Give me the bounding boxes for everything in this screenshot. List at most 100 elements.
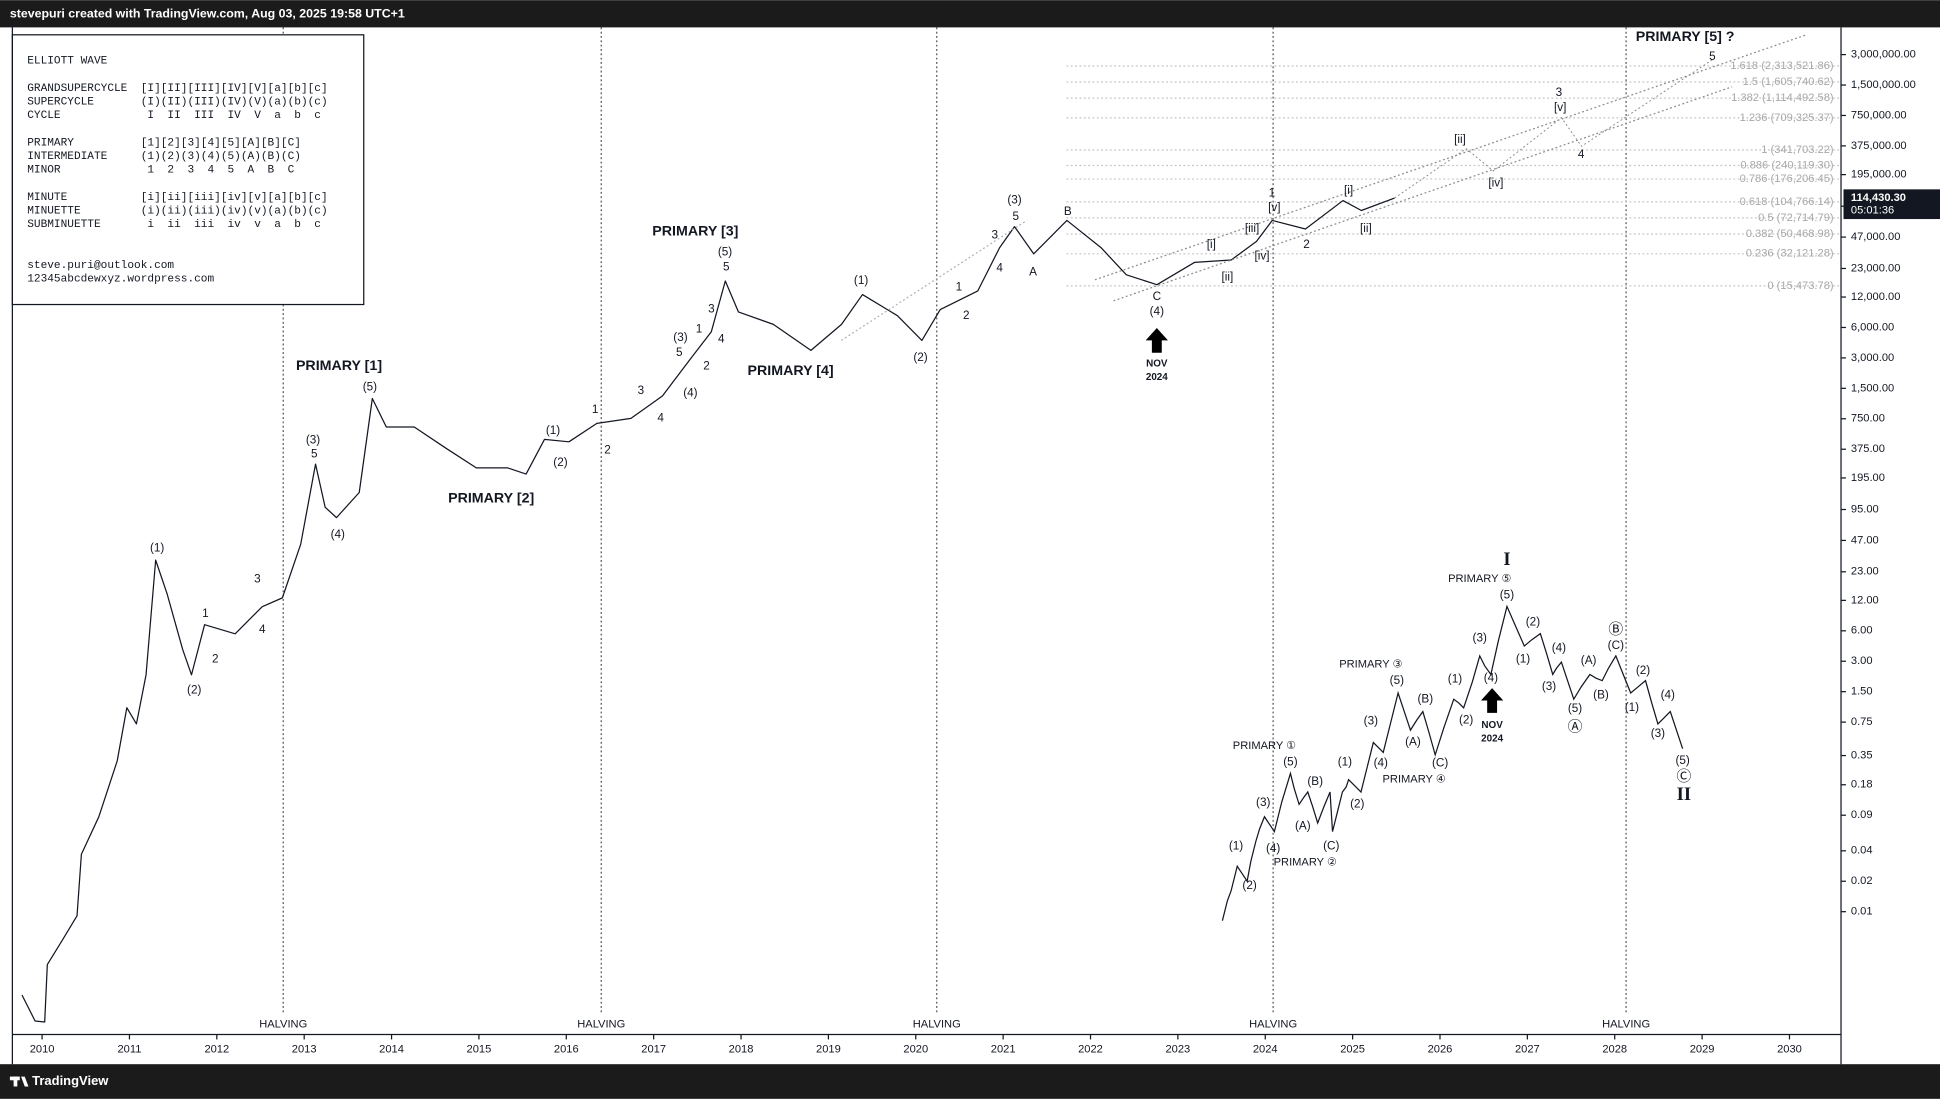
x-tick-label: 2024 — [1253, 1043, 1278, 1055]
inset-label: (1) — [1516, 653, 1530, 666]
y-tick-label: 23,000.00 — [1851, 262, 1901, 274]
countdown: 05:01:36 — [1851, 204, 1894, 216]
y-tick-label: 47,000.00 — [1851, 231, 1901, 243]
inset-label: (1) — [1229, 840, 1243, 853]
inset-label: 2024 — [1481, 733, 1503, 744]
wave-label: 1 — [696, 322, 703, 335]
wave-label: (5) — [718, 246, 732, 259]
inset-label: (2) — [1636, 664, 1650, 677]
x-tick-label: 2022 — [1078, 1043, 1103, 1055]
inset-label: (4) — [1374, 757, 1388, 770]
x-tick-label: 2016 — [554, 1043, 579, 1055]
legend-line: ELLIOTT WAVE — [27, 56, 107, 68]
bottom-bar — [0, 1064, 1940, 1099]
wave-label: (3) — [1007, 194, 1021, 207]
inset-label: Ⓑ — [1608, 621, 1623, 638]
y-tick-label: 0.18 — [1851, 779, 1873, 791]
plot-area — [21, 27, 1842, 1023]
wave-label: [ii] — [1454, 133, 1466, 146]
wave-label: (2) — [913, 351, 927, 364]
wave-label: 3 — [254, 572, 261, 585]
wave-label: PRIMARY [4] — [748, 363, 834, 379]
legend-line: 12345abcdewxyz.wordpress.com — [27, 273, 214, 285]
x-tick-label: 2011 — [117, 1043, 141, 1055]
fib-label: 0.786 (176,206.45) — [1740, 173, 1834, 185]
inset-wave-pattern — [1221, 604, 1684, 921]
wave-label: (2) — [553, 456, 567, 469]
inset-label: (2) — [1350, 797, 1364, 810]
annotations: (1)(2)1234(3)5(4)(5)PRIMARY [1]PRIMARY [… — [150, 29, 1735, 892]
top-bar — [0, 0, 1940, 28]
y-tick-label: 1.50 — [1851, 686, 1873, 698]
fib-label: 0.236 (32,121.28) — [1746, 248, 1834, 260]
inset-label: (1) — [1338, 755, 1352, 768]
wave-label: [v] — [1268, 201, 1280, 214]
y-tick-label: 0.04 — [1851, 845, 1873, 857]
wave-label: 1 — [202, 607, 209, 620]
y-tick-label: 750,000.00 — [1851, 109, 1907, 121]
inset-label: (C) — [1432, 757, 1448, 770]
inset-label: (5) — [1283, 755, 1297, 768]
wave-label: 1 — [956, 280, 963, 293]
inset-label: (1) — [1448, 673, 1462, 686]
wave-label: NOV — [1146, 359, 1168, 370]
wave-label: 1 — [1269, 186, 1276, 199]
y-tick-label: 195,000.00 — [1851, 169, 1907, 181]
y-tick-label: 0.01 — [1851, 906, 1873, 918]
halving-label: HALVING — [913, 1019, 961, 1031]
legend-line: CYCLE I II III IV V a b c — [27, 110, 321, 122]
y-tick-label: 3,000.00 — [1851, 352, 1894, 364]
y-tick-label: 0.35 — [1851, 750, 1873, 762]
inset-label: PRIMARY ① — [1233, 740, 1296, 752]
x-tick-label: 2010 — [30, 1043, 55, 1055]
wave-label: 2 — [703, 359, 710, 372]
wave-label: PRIMARY [5] ? — [1636, 29, 1735, 45]
wave-label: 3 — [991, 228, 998, 241]
wave-label: [iii] — [1245, 222, 1259, 235]
inset-label: (3) — [1364, 715, 1378, 728]
inset-label: (5) — [1675, 754, 1689, 767]
inset-label: (A) — [1405, 736, 1421, 749]
inset-label: (4) — [1266, 842, 1280, 855]
arrow-up — [1480, 688, 1504, 713]
wave-label: (2) — [187, 684, 201, 697]
y-tick-label: 6,000.00 — [1851, 321, 1894, 333]
fib-label: 1.618 (2,313,521.86) — [1730, 60, 1834, 72]
x-tick-label: 2015 — [467, 1043, 492, 1055]
wave-label: 4 — [259, 623, 266, 636]
halving-label: HALVING — [577, 1019, 625, 1031]
wave-label: (1) — [546, 424, 560, 437]
inset-label: (1) — [1625, 701, 1639, 714]
inset-label: (C) — [1323, 840, 1339, 853]
wave-label: [iv] — [1488, 176, 1503, 189]
wave-label: 2024 — [1146, 372, 1168, 383]
wave-label: C — [1153, 290, 1162, 303]
inset-label: (3) — [1256, 796, 1270, 809]
wave-label: [v] — [1554, 101, 1566, 114]
inset-label: (5) — [1390, 674, 1404, 687]
legend-line: INTERMEDIATE (1)(2)(3)(4)(5)(A)(B)(C) — [27, 151, 301, 163]
logo-part — [21, 1076, 29, 1087]
fib-label: 1.382 (1,114,492.58) — [1731, 92, 1834, 104]
x-tick-label: 2017 — [641, 1043, 666, 1055]
wave-label: PRIMARY [3] — [652, 223, 738, 239]
inset-label: (4) — [1484, 671, 1498, 684]
price-line — [21, 197, 1395, 1023]
inset-label: (2) — [1459, 713, 1473, 726]
fib-label: 1 (341,703.22) — [1761, 144, 1834, 156]
wave-label: 5 — [723, 261, 730, 274]
y-tick-label: 0.75 — [1851, 716, 1873, 728]
x-tick-label: 2012 — [204, 1043, 229, 1055]
y-tick-label: 195.00 — [1851, 472, 1885, 484]
fib-label: 0.886 (240,119.30) — [1740, 159, 1833, 171]
inset-label: (B) — [1417, 692, 1433, 705]
brand-text: TradingView — [32, 1073, 109, 1088]
wave-label: 2 — [212, 653, 219, 666]
wave-label: 4 — [657, 411, 664, 424]
x-tick-label: 2025 — [1340, 1043, 1365, 1055]
inset-label: (B) — [1593, 689, 1609, 702]
inset-label: (2) — [1242, 879, 1256, 892]
fib-label: 0.5 (72,714.79) — [1758, 212, 1834, 224]
wave-label: (1) — [854, 274, 868, 287]
